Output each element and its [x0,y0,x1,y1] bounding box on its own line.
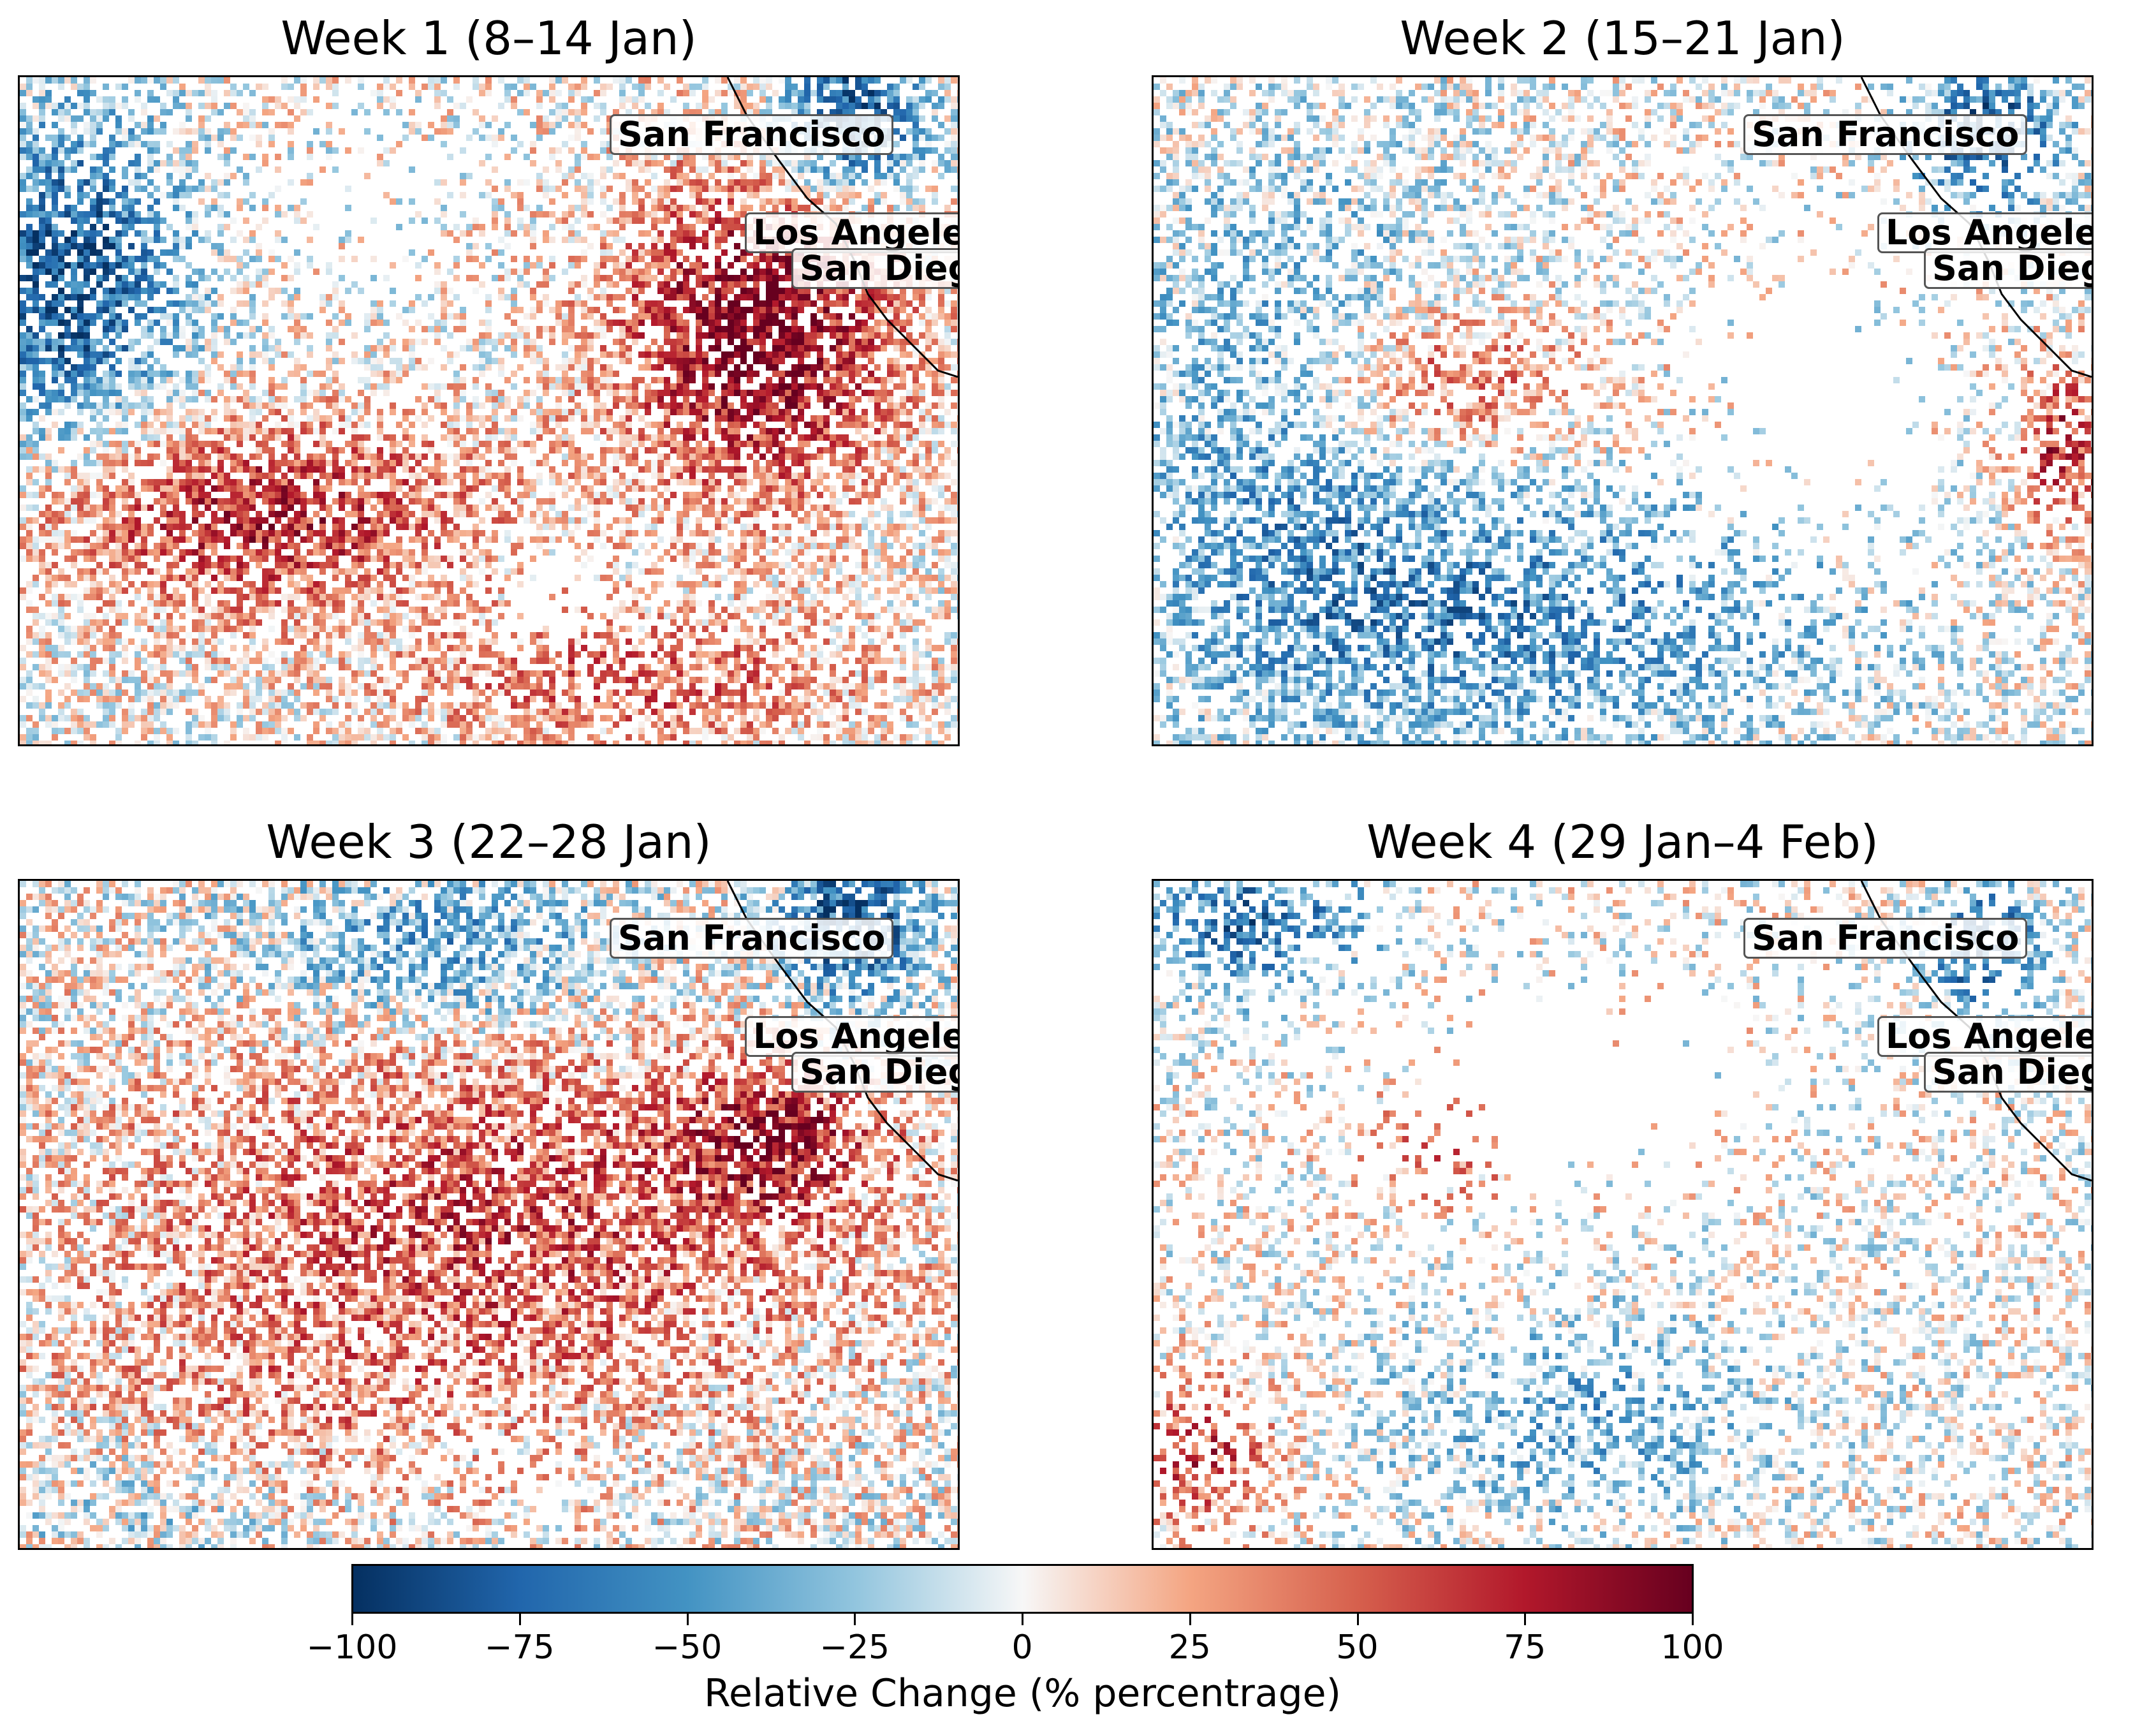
colorbar-tick [854,1614,856,1625]
colorbar-tick [1524,1614,1527,1625]
city-label-san-francisco: San Francisco [610,918,894,959]
city-label-san-diego: San Diego [1924,1052,2092,1093]
colorbar-tick [1692,1614,1694,1625]
colorbar-tick [686,1614,689,1625]
city-label-san-diego: San Diego [1924,248,2092,289]
colorbar-tick [1189,1614,1191,1625]
heatmap-week-1 [20,77,958,744]
panel-1-title: Week 1 (8–14 Jan) [18,11,960,65]
colorbar-tick-label: 100 [1616,1628,1769,1667]
colorbar-label: Relative Change (% percentrage) [351,1671,1694,1716]
colorbar-tick [351,1614,353,1625]
city-label-los-angeles: Los Angeles [745,1016,958,1057]
map-panel-week-3: San Francisco Los Angeles San Diego [18,879,960,1550]
colorbar-tick-label: 75 [1448,1628,1601,1667]
colorbar-tick [1022,1614,1023,1625]
colorbar-tick-label: −25 [778,1628,931,1667]
city-label-los-angeles: Los Angeles [745,212,958,253]
colorbar-tick [1356,1614,1359,1625]
colorbar-tick-label: −50 [611,1628,764,1667]
city-label-san-francisco: San Francisco [1743,918,2028,959]
panel-2-title: Week 2 (15–21 Jan) [1152,11,2094,65]
city-label-san-diego: San Diego [791,248,958,289]
colorbar-tick-label: −100 [275,1628,429,1667]
heatmap-week-2 [1154,77,2092,744]
map-panel-week-1: San Francisco Los Angeles San Diego [18,75,960,746]
colorbar-tick-label: −75 [443,1628,596,1667]
city-label-los-angeles: Los Angeles [1877,1016,2092,1057]
map-panel-week-2: San Francisco Los Angeles San Diego [1152,75,2094,746]
colorbar [351,1564,1694,1614]
panel-4-title: Week 4 (29 Jan–4 Feb) [1152,815,2094,869]
city-label-san-francisco: San Francisco [610,114,894,155]
heatmap-week-3 [20,881,958,1548]
city-label-san-diego: San Diego [791,1052,958,1093]
city-label-san-francisco: San Francisco [1743,114,2028,155]
colorbar-tick-label: 25 [1113,1628,1266,1667]
heatmap-week-4 [1154,881,2092,1548]
panel-3-title: Week 3 (22–28 Jan) [18,815,960,869]
city-label-los-angeles: Los Angeles [1877,212,2092,253]
map-panel-week-4: San Francisco Los Angeles San Diego [1152,879,2094,1550]
colorbar-tick [518,1614,521,1625]
colorbar-tick-label: 50 [1281,1628,1434,1667]
colorbar-tick-label: 0 [946,1628,1099,1667]
